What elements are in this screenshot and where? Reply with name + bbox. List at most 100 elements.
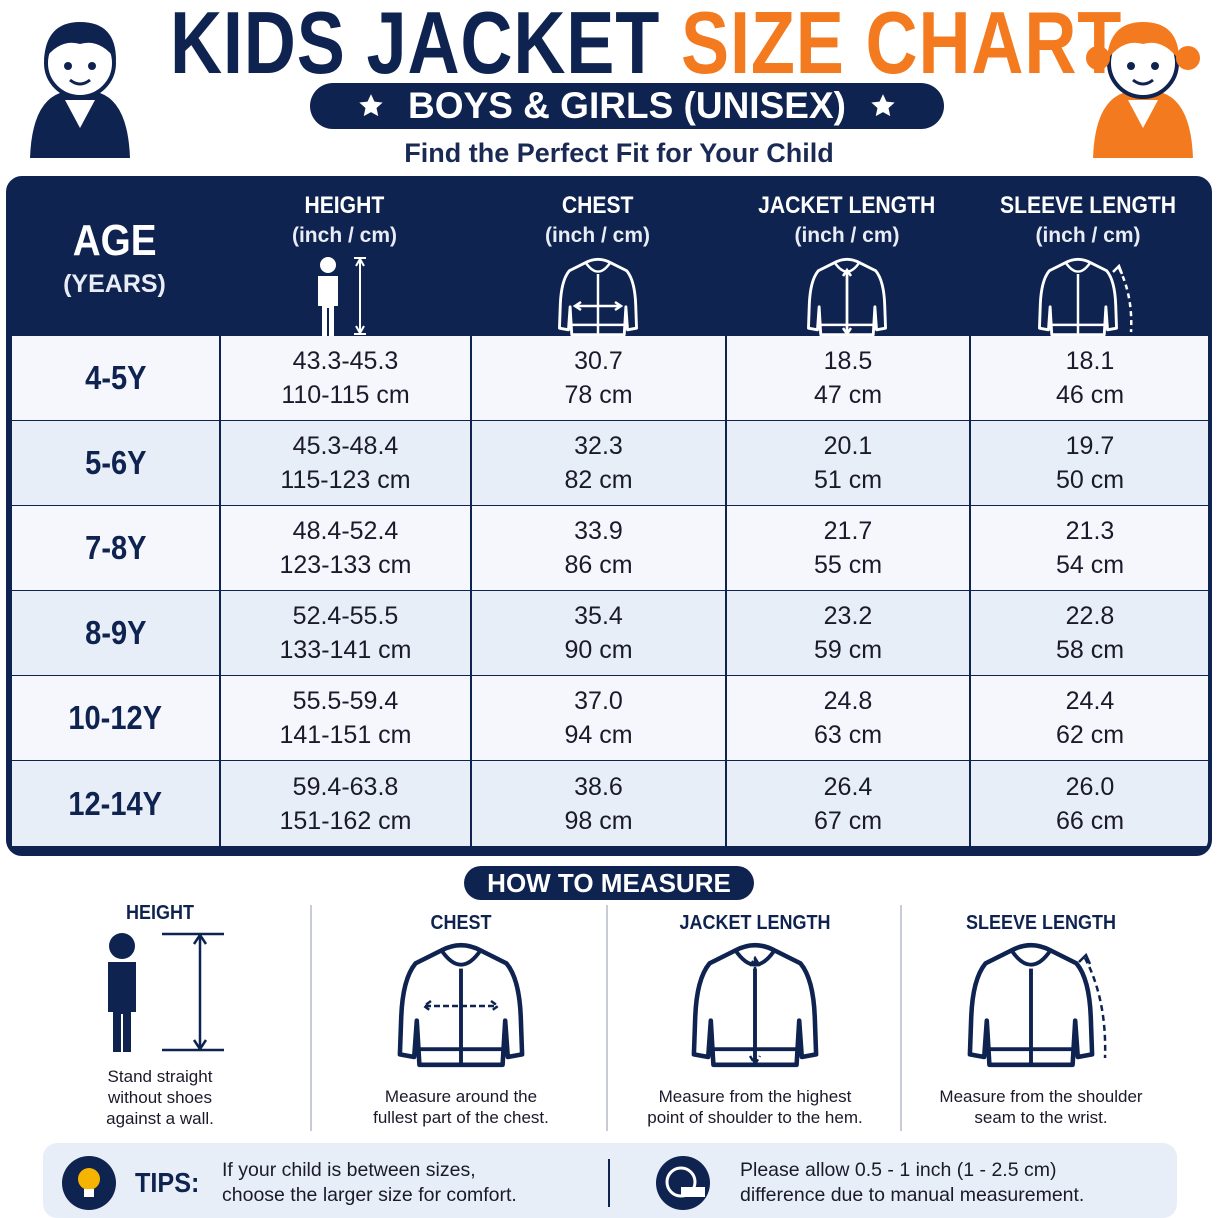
inch-value: 24.4 <box>1065 687 1115 715</box>
cm-value: 123-133 cm <box>279 551 412 579</box>
inch-value: 26.0 <box>1065 772 1115 801</box>
inch-value: 48.4-52.4 <box>292 517 399 545</box>
cm-value: 66 cm <box>1055 806 1125 835</box>
table-cell: 38.6 98 cm <box>472 761 725 846</box>
girl-icon <box>1086 8 1200 158</box>
header-icon <box>310 256 380 343</box>
inch-value: 18.1 <box>1065 347 1115 375</box>
text-line: seam to the wrist. <box>974 1108 1108 1127</box>
inch-value: 23.2 <box>823 602 873 630</box>
measure-label: HEIGHT <box>125 902 195 924</box>
header-unit: (YEARS) <box>63 269 166 298</box>
divider <box>608 1159 610 1207</box>
tips-label: TIPS: <box>135 1167 200 1198</box>
age-label: 8-9Y <box>84 614 147 651</box>
measure-text: Stand straight without shoes against a wal… <box>20 1066 300 1129</box>
cm-value: 90 cm <box>564 636 633 664</box>
table-cell: 26.0 66 cm <box>971 761 1208 846</box>
inch-value: 21.7 <box>823 517 873 545</box>
inch-value: 32.3 <box>574 432 623 460</box>
cm-value: 59 cm <box>813 636 883 664</box>
table-cell: 10-12Y <box>12 676 219 760</box>
star <box>871 94 895 117</box>
header-cell: HEIGHT (inch / cm) <box>221 182 468 336</box>
table-cell: 48.4-52.4 123-133 cm <box>221 506 470 590</box>
inch-value: 37.0 <box>574 687 623 715</box>
measure-icon <box>612 940 898 1075</box>
divider <box>900 905 902 1131</box>
table-cell: 59.4-63.8 151-162 cm <box>221 761 470 846</box>
cm-value: 55 cm <box>813 551 883 579</box>
table-cell: 18.1 46 cm <box>971 336 1208 420</box>
table-cell: 24.8 63 cm <box>727 676 969 760</box>
table-cell: 35.4 90 cm <box>472 591 725 675</box>
text-line: without shoes <box>108 1088 212 1107</box>
text-line: Measure around the <box>384 1087 538 1106</box>
cm-value: 51 cm <box>813 466 883 494</box>
tape-icon <box>656 1156 710 1210</box>
header-cell: AGE (YEARS) <box>12 182 217 332</box>
header-cell: CHEST (inch / cm) <box>472 182 723 337</box>
cm-value: 151-162 cm <box>279 806 412 835</box>
text-line: Measure from the highest <box>658 1087 852 1106</box>
measure-label: CHEST <box>430 912 492 934</box>
inch-value: 55.5-59.4 <box>292 687 399 715</box>
header-icon <box>802 256 892 343</box>
inch-value: 18.5 <box>823 347 873 375</box>
header-icon <box>553 256 643 343</box>
bulb-icon <box>62 1156 116 1210</box>
cm-value: 115-123 cm <box>280 466 411 494</box>
table-cell: 22.8 58 cm <box>971 591 1208 675</box>
age-label: 7-8Y <box>84 529 147 566</box>
star <box>359 94 383 117</box>
age-label: 12-14Y <box>68 784 163 822</box>
table-cell: 37.0 94 cm <box>472 676 725 760</box>
text-line: Please allow 0.5 - 1 inch (1 - 2.5 cm) <box>740 1159 1057 1181</box>
header-title: CHEST <box>561 192 634 219</box>
divider <box>606 905 608 1131</box>
table-cell: 4-5Y <box>12 336 219 420</box>
divider <box>310 905 312 1131</box>
inch-value: 38.6 <box>574 772 623 801</box>
inch-value: 35.4 <box>574 602 623 630</box>
inch-value: 26.4 <box>823 772 873 801</box>
text-line: difference due to manual measurement. <box>740 1184 1085 1206</box>
cm-value: 94 cm <box>564 721 633 749</box>
inch-value: 30.7 <box>574 347 623 375</box>
table-cell: 12-14Y <box>12 761 219 846</box>
header-unit: (inch / cm) <box>1035 224 1141 247</box>
size-table: AGE (YEARS) HEIGHT (inch / cm) CHEST (inch / … <box>6 176 1212 856</box>
measure-icon <box>20 930 300 1065</box>
inch-value: 22.8 <box>1065 602 1115 630</box>
header-cell: SLEEVE LENGTH (inch / cm) <box>971 182 1205 337</box>
tips-right: Please allow 0.5 - 1 inch (1 - 2.5 cm) di… <box>740 1158 1084 1208</box>
inch-value: 59.4-63.8 <box>292 772 399 801</box>
inch-value: 20.1 <box>823 432 873 460</box>
cm-value: 54 cm <box>1055 551 1125 579</box>
header-title: JACKET LENGTH <box>758 192 936 219</box>
inch-value: 45.3-48.4 <box>292 432 399 460</box>
text-line: If your child is between sizes, <box>222 1159 476 1181</box>
section-title: HOW TO MEASURE <box>464 866 754 900</box>
table-cell: 30.7 78 cm <box>472 336 725 420</box>
header-title: HEIGHT <box>304 192 385 219</box>
cm-value: 141-151 cm <box>279 721 412 749</box>
tips-box: TIPS: If your child is between sizes, cho… <box>43 1143 1177 1218</box>
text-line: Measure from the shoulder <box>939 1087 1143 1106</box>
inch-value: 19.7 <box>1065 432 1115 460</box>
boy-icon <box>20 8 140 158</box>
header-title: AGE <box>72 215 157 265</box>
table-cell: 32.3 82 cm <box>472 421 725 505</box>
text-line: point of shoulder to the hem. <box>647 1108 863 1127</box>
tips-left: If your child is between sizes, choose th… <box>222 1158 517 1208</box>
table-cell: 19.7 50 cm <box>971 421 1208 505</box>
cm-value: 58 cm <box>1055 636 1125 664</box>
table-cell: 21.7 55 cm <box>727 506 969 590</box>
title: KIDS JACKET SIZE CHART <box>170 0 1122 94</box>
table-cell: 23.2 59 cm <box>727 591 969 675</box>
table-cell: 7-8Y <box>12 506 219 590</box>
measure-text: Measure from the shoulder seam to the wri… <box>906 1086 1176 1128</box>
badge: BOYS & GIRLS (UNISEX) <box>310 83 944 129</box>
measure-icon <box>316 940 606 1075</box>
measure-label: JACKET LENGTH <box>679 912 831 934</box>
